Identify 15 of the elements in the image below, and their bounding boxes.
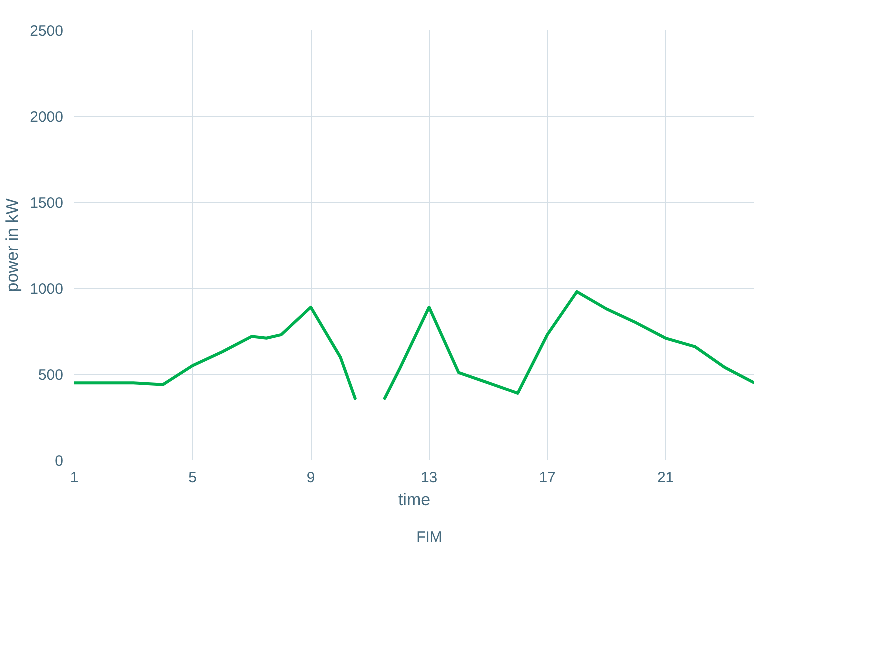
x-tick-label: 21: [657, 470, 674, 486]
y-tick-label: 1500: [30, 195, 64, 212]
x-tick-label: 5: [188, 470, 197, 486]
y-axis-title: power in kW: [3, 198, 22, 292]
x-tick-label: 17: [539, 470, 556, 486]
y-tick-label: 0: [55, 453, 64, 470]
y-tick-label: 2500: [30, 23, 64, 40]
x-tick-label: 9: [306, 470, 316, 486]
y-tick-label: 2000: [30, 109, 64, 126]
x-tick-label: 13: [420, 470, 438, 486]
text: FIM: [416, 528, 442, 546]
y-tick-label: 500: [38, 367, 64, 384]
y-tick-label: 1000: [30, 281, 64, 298]
x-axis-title: time: [398, 490, 431, 510]
x-tick-label: 1: [70, 470, 79, 486]
